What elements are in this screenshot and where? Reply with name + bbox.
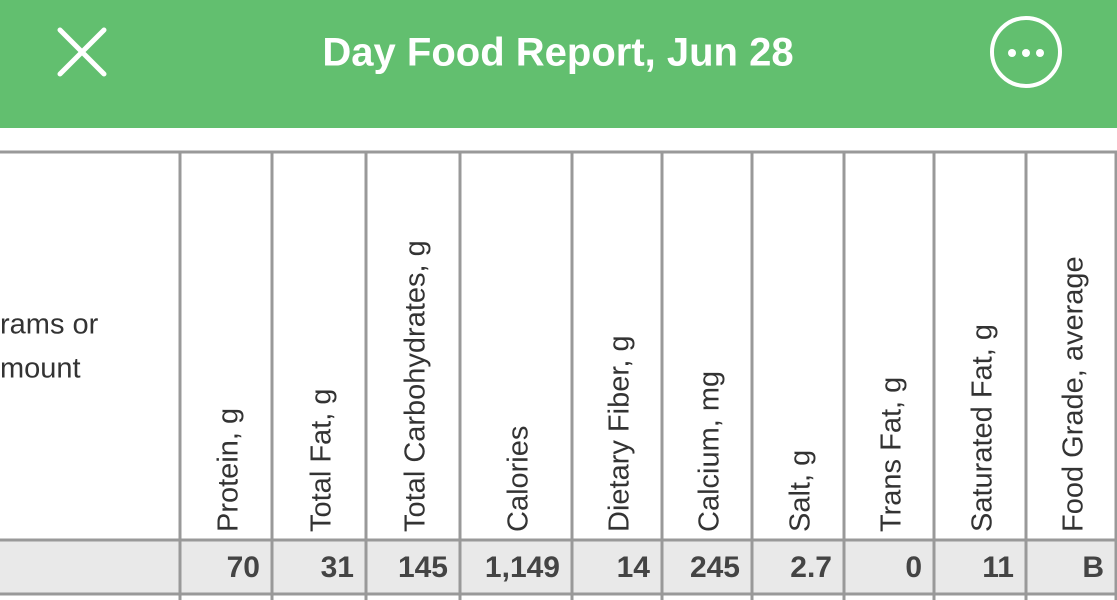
column-header: Calcium, mg xyxy=(694,371,726,532)
column-header: Trans Fat, g xyxy=(876,377,908,532)
column-header: mount xyxy=(0,353,81,385)
column-header: Total Carbohydrates, g xyxy=(400,240,432,532)
more-button[interactable] xyxy=(990,16,1062,88)
total-value: 14 xyxy=(617,551,651,584)
table-grid xyxy=(0,150,1117,600)
total-value: 70 xyxy=(227,551,260,584)
total-value: 31 xyxy=(321,551,354,584)
column-header: Dietary Fiber, g xyxy=(604,335,636,532)
total-value: 11 xyxy=(982,551,1014,584)
column-header: Food Grade, average xyxy=(1058,256,1090,532)
column-header: Salt, g xyxy=(785,450,817,532)
column-header: Total Fat, g xyxy=(306,389,338,532)
column-header: Protein, g xyxy=(213,408,245,532)
totals-row xyxy=(0,540,1117,594)
nav-bar xyxy=(0,0,1117,128)
total-value: 145 xyxy=(398,551,448,584)
page-title: Day Food Report, Jun 28 xyxy=(322,31,793,75)
total-value: 2.7 xyxy=(790,551,832,584)
total-value: 1,149 xyxy=(485,551,560,584)
total-value: 0 xyxy=(905,551,922,584)
close-button[interactable] xyxy=(57,27,107,77)
total-value: B xyxy=(1082,551,1104,584)
column-header: rams or xyxy=(0,309,99,341)
column-header: Calories xyxy=(503,426,535,532)
total-value: 245 xyxy=(690,551,740,584)
column-header: Saturated Fat, g xyxy=(967,324,999,532)
